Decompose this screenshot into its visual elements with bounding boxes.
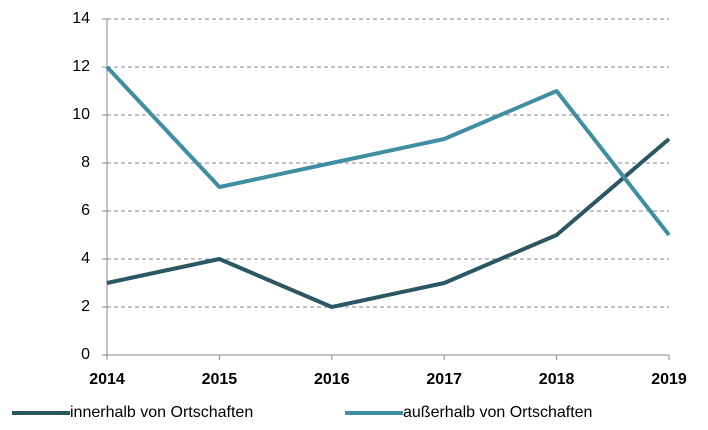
y-tick-label: 0	[81, 346, 90, 363]
x-tick-label: 2014	[89, 371, 125, 388]
series-line	[105, 65, 671, 237]
x-tick-label: 2017	[426, 371, 462, 388]
x-tick-label: 2016	[314, 371, 350, 388]
y-tick-label: 6	[81, 202, 90, 219]
y-tick-label: 4	[81, 250, 90, 267]
y-tick-label: 2	[81, 298, 90, 315]
y-tick-label: 8	[81, 154, 90, 171]
legend-label: außerhalb von Ortschaften	[403, 404, 592, 421]
x-tick-label: 2018	[539, 371, 575, 388]
x-tick-label: 2015	[202, 371, 238, 388]
y-tick-label: 14	[72, 10, 90, 27]
y-tick-label: 10	[72, 106, 90, 123]
legend-label: innerhalb von Ortschaften	[70, 404, 253, 421]
series-line	[106, 137, 671, 309]
y-tick-label: 12	[72, 58, 90, 75]
x-tick-label: 2019	[651, 371, 687, 388]
